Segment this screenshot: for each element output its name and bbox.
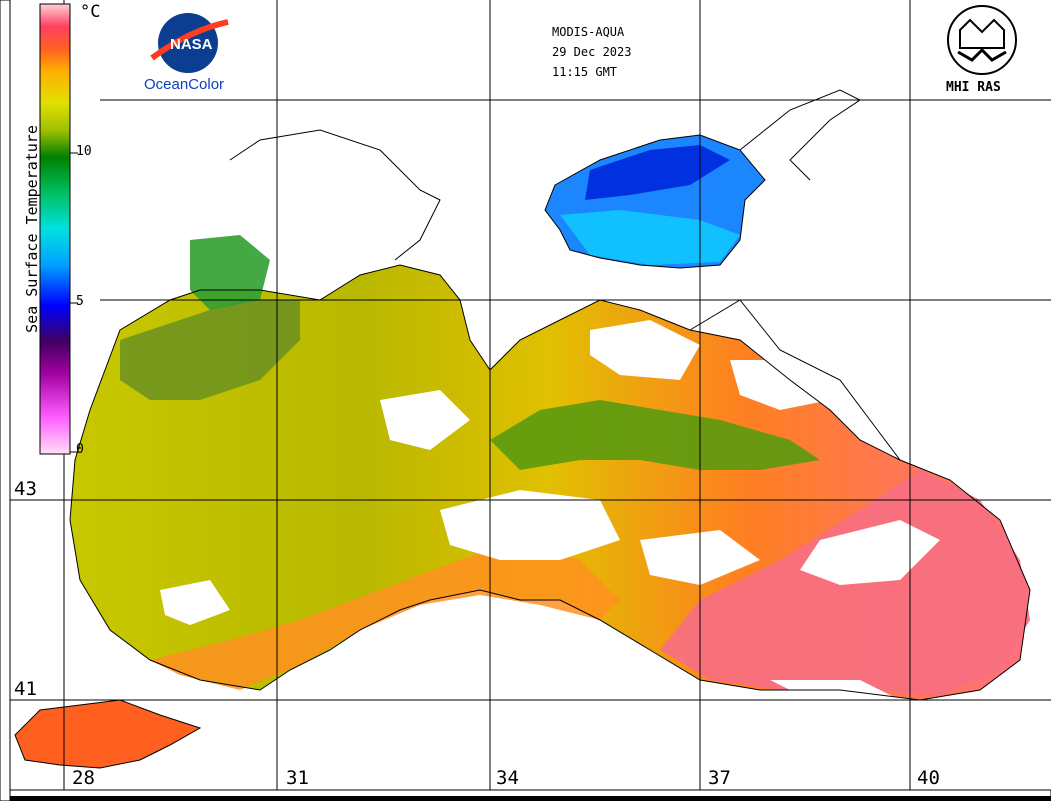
mhi-ras-emblem-icon (947, 5, 1017, 75)
north-shore-coastline (229, 129, 441, 261)
green-band-east (490, 400, 820, 470)
lon-label-31: 31 (286, 767, 309, 789)
azov-coastline (544, 134, 766, 269)
colorbar-tick-0: 0 (76, 442, 84, 457)
cloud-gap-4 (590, 320, 700, 380)
colorbar-title: Sea Surface Temperature (23, 125, 41, 333)
lat-label-43: 43 (14, 478, 37, 500)
left-scale-strip (0, 0, 11, 801)
marmara-sea-region (15, 700, 200, 768)
colorbar-tick-10: 10 (76, 144, 92, 159)
oceancolor-label: OceanColor (144, 76, 225, 93)
colorbar-tick-5: 5 (76, 294, 84, 309)
cloud-gap-6 (380, 390, 470, 450)
marmara-coastline (14, 699, 202, 769)
kerch-coast (739, 89, 861, 181)
date-label: 29 Dec 2023 (552, 45, 632, 59)
lon-label-34: 34 (496, 767, 519, 789)
green-band-northwest (120, 300, 300, 400)
cloud-gap-8 (770, 680, 900, 705)
lon-label-37: 37 (708, 767, 731, 789)
cloud-gap-1 (440, 490, 620, 560)
mhi-ras-label: MHI RAS (946, 80, 1001, 95)
nasa-meatball-icon (150, 13, 229, 73)
azov-deep-blue (585, 145, 730, 200)
cloud-gap-3 (800, 520, 940, 585)
colorbar-unit: °C (80, 2, 101, 22)
black-sea-coastline (69, 264, 1031, 701)
cloud-gap-5 (730, 360, 830, 410)
lat-label-41: 41 (14, 678, 37, 700)
cloud-gap-7 (160, 580, 230, 625)
nasa-logo-label: NASA (170, 36, 213, 53)
caucasus-coast (689, 299, 901, 461)
shelf-green (190, 235, 270, 310)
sensor-label: MODIS-AQUA (552, 25, 625, 39)
colorbar (39, 3, 71, 455)
lon-label-28: 28 (72, 767, 95, 789)
bottom-scale-strip (0, 789, 1051, 801)
lon-label-40: 40 (917, 767, 940, 789)
azov-cyan-region (560, 210, 740, 265)
time-label: 11:15 GMT (552, 65, 618, 79)
southern-orange-band (150, 540, 620, 690)
